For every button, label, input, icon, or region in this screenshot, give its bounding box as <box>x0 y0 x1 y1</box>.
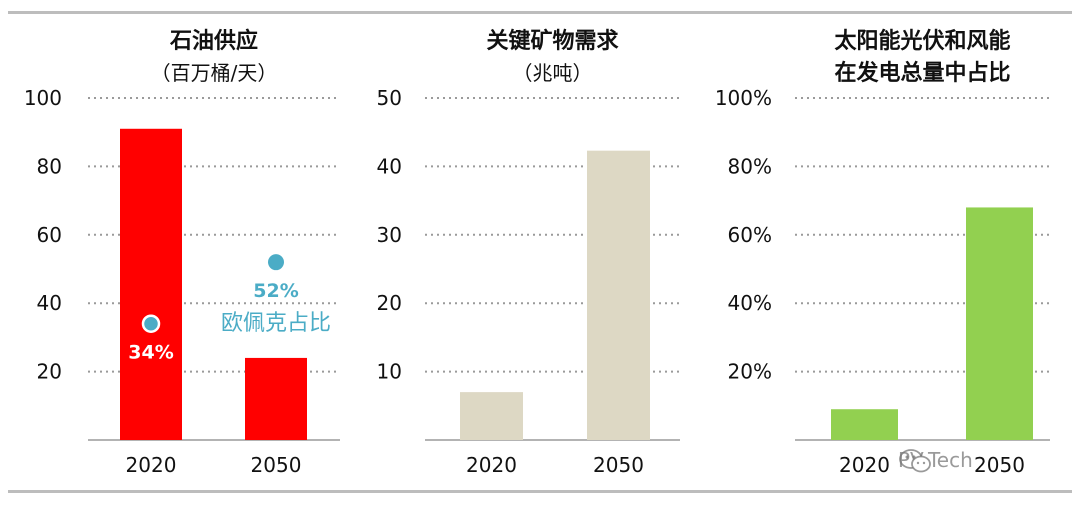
chart2-subtitle: （兆吨） <box>513 61 593 85</box>
chart2-ytick-label: 20 <box>377 291 402 315</box>
chart2-ytick-label: 10 <box>377 360 402 384</box>
chart3-ytick-label: 20% <box>728 360 772 384</box>
chart1-bar-2050 <box>245 357 307 440</box>
chart2-title: 关键矿物需求 <box>486 28 618 54</box>
chart1-ytick-label: 80 <box>37 154 62 178</box>
chart2-ytick-label: 40 <box>377 154 402 178</box>
chart3-ytick-label: 100% <box>715 86 772 110</box>
chart2-category-label: 2020 <box>466 453 517 477</box>
chart1-category-label: 2020 <box>126 453 177 477</box>
chart1-ytick-label: 20 <box>37 360 62 384</box>
chart2-ytick-label: 30 <box>377 223 402 247</box>
chart2-category-label: 2050 <box>593 453 644 477</box>
chart1-bar-2020 <box>120 128 182 440</box>
chart1-title: 石油供应 <box>169 28 258 54</box>
chart1-category-label: 2050 <box>251 453 302 477</box>
chart2-bar-2050 <box>587 150 650 440</box>
top-border <box>8 11 1072 14</box>
chart3-subtitle: 在发电总量中占比 <box>834 60 1010 86</box>
wechat-icon <box>899 449 931 473</box>
bottom-border <box>8 490 1072 493</box>
chart2-bar-2020 <box>460 392 523 440</box>
chart1-ytick-label: 40 <box>37 291 62 315</box>
watermark: PV-Tech <box>898 448 973 473</box>
chart1-opec-share-marker <box>141 314 161 333</box>
chart1-opec-share-marker <box>268 254 284 271</box>
chart1-ytick-label: 60 <box>37 223 62 247</box>
chart1-subtitle: （百万桶/天） <box>151 61 278 85</box>
chart3-ytick-label: 40% <box>728 291 772 315</box>
chart1-opec-share-label: 欧佩克占比 <box>221 311 331 336</box>
chart2-ytick-label: 50 <box>377 86 402 110</box>
chart3-category-label: 2050 <box>974 453 1025 477</box>
chart1-opec-share-value: 34% <box>128 342 173 364</box>
chart3-bar-2050 <box>966 207 1033 440</box>
chart3-ytick-label: 60% <box>728 223 772 247</box>
chart3-title: 太阳能光伏和风能 <box>834 28 1010 54</box>
chart3-category-label: 2020 <box>839 453 890 477</box>
chart3-bar-2020 <box>831 409 898 440</box>
chart1-opec-share-value: 52% <box>253 280 298 302</box>
chart1-ytick-label: 100 <box>24 86 62 110</box>
chart3-ytick-label: 80% <box>728 154 772 178</box>
